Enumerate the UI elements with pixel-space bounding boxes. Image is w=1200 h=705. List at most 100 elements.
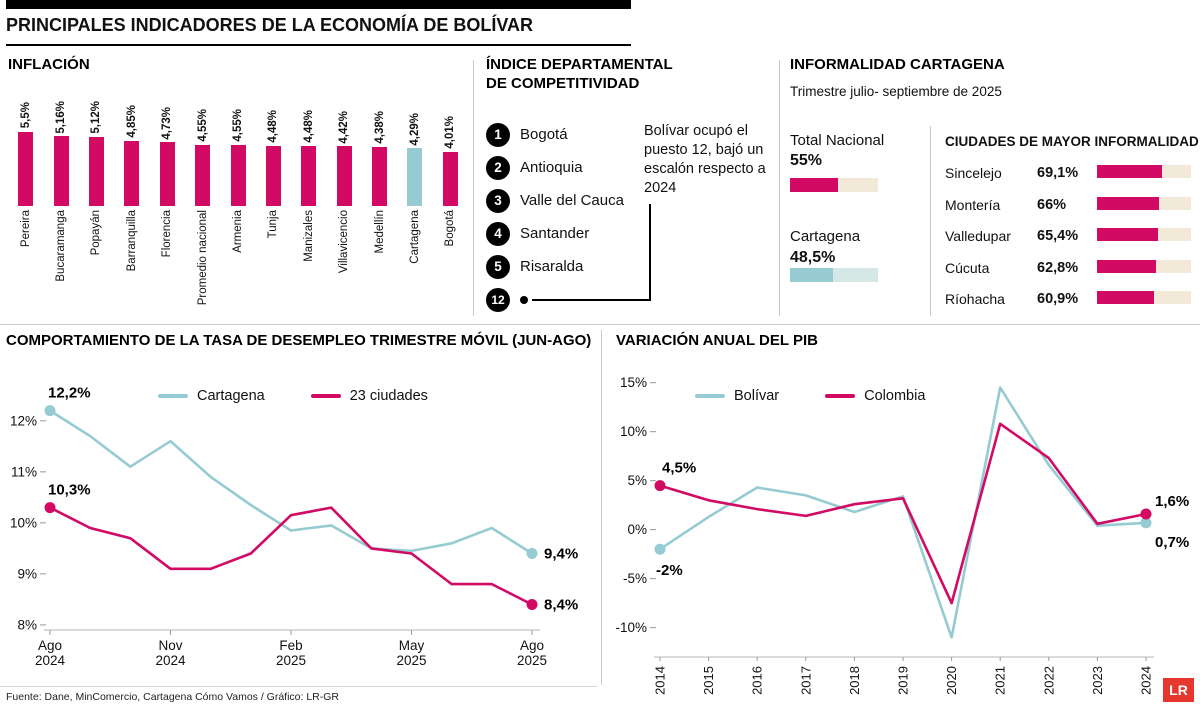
- series-marker-Bolívar: [654, 543, 666, 555]
- legend-item: Bolívar: [695, 388, 779, 404]
- inflation-bar: [372, 146, 388, 206]
- inflation-value-label: 5,12%: [90, 101, 103, 134]
- legend-label: Cartagena: [197, 388, 265, 404]
- national-value: 55%: [790, 152, 823, 169]
- inflation-city-box: Promedio nacional: [197, 210, 209, 322]
- city-bar-fill: [1097, 228, 1159, 241]
- inflation-city-label: Bogotá: [444, 210, 457, 247]
- inflation-bar-stack: 4,38%: [372, 80, 388, 206]
- vertical-divider: [473, 60, 474, 316]
- inflation-bar-stack: 4,85%: [124, 80, 140, 206]
- series-marker-23 ciudades: [44, 502, 56, 514]
- horizontal-divider: [0, 324, 1200, 325]
- unemployment-chart-title: COMPORTAMIENTO DE LA TASA DE DESEMPLEO T…: [6, 332, 592, 349]
- title-underline: [6, 44, 631, 46]
- inflation-value-label: 4,42%: [338, 110, 351, 144]
- y-tick-label: -5%: [623, 571, 647, 586]
- x-tick-label: 2022: [1041, 666, 1056, 695]
- x-tick-label: 2016: [750, 666, 765, 695]
- inflation-city-label: Bucaramanga: [55, 210, 68, 282]
- rank-name: Antioquia: [520, 159, 583, 176]
- city-name: Cúcuta: [945, 259, 990, 276]
- inflation-bar: [336, 146, 352, 206]
- series-marker-Colombia: [1140, 508, 1152, 520]
- inflation-city-box: Villavicencio: [338, 210, 350, 322]
- city-name: Ríohacha: [945, 291, 1005, 307]
- x-tick-label: 2020: [944, 666, 959, 695]
- series-marker-23 ciudades: [526, 599, 538, 610]
- series-line-23 ciudades: [48, 506, 534, 606]
- x-tick-label: 2019: [896, 666, 911, 695]
- inflation-column: 4,01% Bogotá: [433, 80, 468, 322]
- city-name: Montería: [945, 196, 1001, 213]
- inflation-value-label: 5,16%: [55, 100, 68, 134]
- series-line-Colombia: [658, 422, 1148, 605]
- x-tick-label: 2024: [35, 653, 66, 668]
- unemployment-line-chart: 12%11%10%9%8%Ago2024Nov2024Feb2025May202…: [10, 385, 578, 668]
- inflation-value-label: 4,48%: [267, 109, 280, 143]
- inflation-bar: [195, 144, 211, 206]
- inflation-column: 4,48% Manizales: [291, 80, 326, 322]
- ranking-item: 12: [486, 283, 624, 316]
- ranking-item: 4 Santander: [486, 217, 624, 250]
- value-annotation: 1,6%: [1155, 493, 1189, 510]
- competitiveness-note: Bolívar ocupó el puesto 12, bajó un esca…: [644, 123, 766, 196]
- inflation-column: 4,73% Florencia: [150, 80, 185, 322]
- national-label: Total Nacional: [790, 132, 885, 149]
- legend-label: Bolívar: [734, 388, 780, 404]
- informality-city-row: Ríohacha 60,9%: [945, 286, 1195, 318]
- x-tick-label: 2015: [701, 666, 716, 695]
- unemployment-legend: Cartagena 23 ciudades: [158, 388, 428, 404]
- inflation-city-label: Popayán: [90, 210, 103, 256]
- inflation-column: 4,55% Promedio nacional: [185, 80, 220, 322]
- inflation-bar-stack: 5,16%: [53, 80, 69, 206]
- inflation-city-label: Tunja: [267, 210, 280, 239]
- legend-item: Cartagena: [158, 388, 265, 404]
- inflation-bar-stack: 5,12%: [88, 80, 104, 206]
- vertical-divider: [779, 60, 780, 316]
- inflation-bar: [159, 142, 175, 206]
- y-tick-label: 5%: [627, 473, 647, 488]
- y-tick-label: 12%: [10, 413, 37, 428]
- source-credit: Fuente: Dane, MinComercio, Cartagena Cóm…: [6, 691, 340, 703]
- city-value: 69,1%: [1037, 165, 1079, 181]
- x-tick-label: Ago: [38, 638, 62, 653]
- cartagena-bar-track: [790, 268, 878, 282]
- page-title: PRINCIPALES INDICADORES DE LA ECONOMÍA D…: [6, 15, 534, 35]
- y-tick-label: 11%: [11, 464, 37, 479]
- inflation-bar-chart: 5,5% Pereira 5,16% Bucaramanga 5,12% Popayán 4…: [8, 80, 468, 322]
- series-marker-Cartagena: [44, 405, 56, 417]
- ranking-item: 3 Valle del Cauca: [486, 184, 624, 217]
- lr-logo: LR: [1163, 678, 1194, 702]
- legend-label: 23 ciudades: [349, 388, 428, 404]
- inflation-column: 4,55% Armenia: [220, 80, 255, 322]
- inflation-city-box: Tunja: [267, 210, 279, 322]
- legend-swatch: [825, 394, 856, 398]
- inflation-city-box: Armenia: [232, 210, 244, 322]
- x-tick-label: 2024: [155, 653, 186, 668]
- y-tick-label: 0%: [627, 522, 647, 537]
- informality-city-row: Sincelejo 69,1%: [945, 160, 1195, 192]
- inflation-city-label: Promedio nacional: [196, 210, 209, 306]
- cities-list: Sincelejo 69,1% Montería 66% Valledupar 65,4%…: [945, 160, 1195, 318]
- x-tick-label: 2021: [993, 666, 1008, 695]
- x-tick-label: 2018: [847, 666, 862, 695]
- city-bar-track: [1097, 165, 1191, 178]
- inflation-bar-stack: 4,73%: [159, 80, 175, 206]
- vertical-divider: [601, 330, 602, 685]
- series-marker-Bolívar: [1140, 517, 1152, 529]
- city-bar-track: [1097, 196, 1191, 210]
- inflation-bar: [18, 131, 34, 206]
- inflation-title: INFLACIÓN: [8, 56, 90, 73]
- connector-line-vertical: [649, 204, 651, 301]
- x-tick-label: Feb: [279, 638, 302, 653]
- city-value: 62,8%: [1037, 259, 1079, 276]
- inflation-column: 4,48% Tunja: [256, 80, 291, 322]
- cartagena-bar-fill: [790, 268, 833, 282]
- legend-label: Colombia: [864, 388, 926, 404]
- gdp-legend: Bolívar Colombia: [695, 388, 925, 404]
- value-annotation: 10,3%: [48, 482, 91, 499]
- city-bar-track: [1097, 228, 1191, 241]
- x-tick-label: 2023: [1090, 666, 1105, 695]
- section-competitiveness: ÍNDICE DEPARTAMENTAL DE COMPETITIVIDAD 1…: [486, 56, 778, 322]
